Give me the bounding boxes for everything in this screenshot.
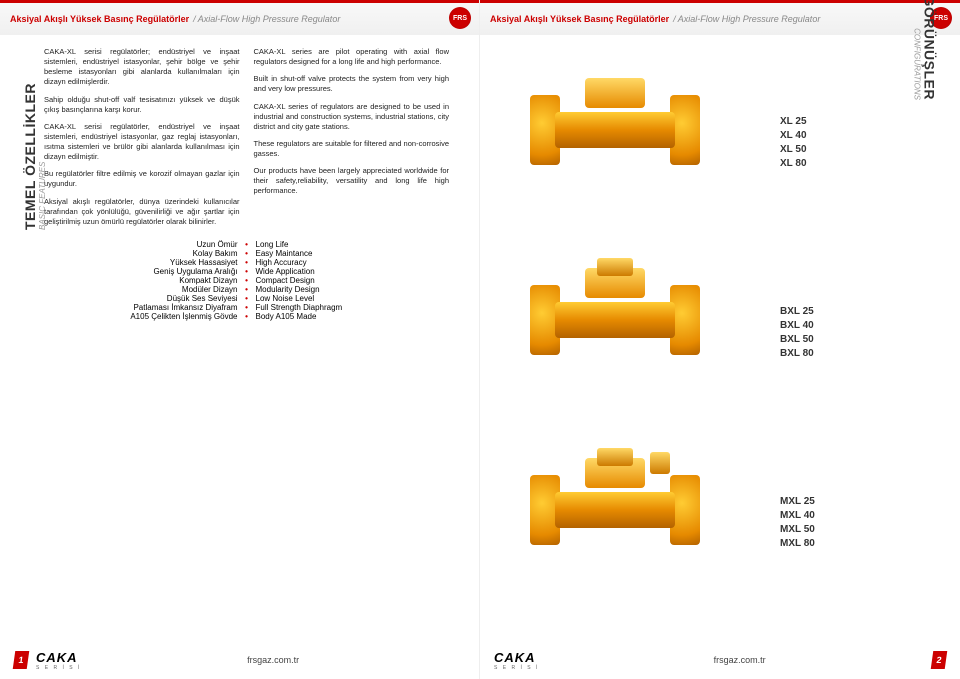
feature-en: Easy Maintance <box>250 249 450 258</box>
en-para-2: Built in shut-off valve protects the sys… <box>254 74 450 94</box>
feature-en: Body A105 Made <box>250 312 450 321</box>
config-mxl-3: MXL 80 <box>780 537 815 551</box>
config-list-mxl: MXL 25 MXL 40 MXL 50 MXL 80 <box>780 495 815 551</box>
feature-row: Geniş Uygulama Aralığı•Wide Application <box>44 267 449 276</box>
feature-tr: Uzun Ömür <box>44 240 244 249</box>
feature-en: Low Noise Level <box>250 294 450 303</box>
feature-row: Uzun Ömür•Long Life <box>44 240 449 249</box>
footer-brand-sub: S E R İ S İ <box>36 665 81 671</box>
config-bxl-0: BXL 25 <box>780 305 814 319</box>
config-list-xl: XL 25 XL 40 XL 50 XL 80 <box>780 115 807 171</box>
header-title-en-r: / Axial-Flow High Pressure Regulator <box>673 14 820 24</box>
page-spread: Aksiyal Akışlı Yüksek Basınç Regülatörle… <box>0 0 960 679</box>
header-left: Aksiyal Akışlı Yüksek Basınç Regülatörle… <box>0 0 479 35</box>
config-xl-0: XL 25 <box>780 115 807 129</box>
footer-url-r: frsgaz.com.tr <box>714 655 766 665</box>
footer-right: CAKA S E R İ S İ frsgaz.com.tr 2 <box>480 647 960 673</box>
brand-logo-icon: FRS <box>449 7 471 29</box>
feature-en: High Accuracy <box>250 258 450 267</box>
config-xl-2: XL 50 <box>780 143 807 157</box>
header-title-en: / Axial-Flow High Pressure Regulator <box>193 14 340 24</box>
feature-tr: Yüksek Hassasiyet <box>44 258 244 267</box>
feature-en: Modularity Design <box>250 285 450 294</box>
config-mxl-1: MXL 40 <box>780 509 815 523</box>
feature-tr: Modüler Dizayn <box>44 285 244 294</box>
page-number-1: 1 <box>13 651 30 669</box>
feature-tr: Kompakt Dizayn <box>44 276 244 285</box>
en-para-1: CAKA-XL series are pilot operating with … <box>254 47 450 67</box>
config-list-bxl: BXL 25 BXL 40 BXL 50 BXL 80 <box>780 305 814 361</box>
header-title-tr-r: Aksiyal Akışlı Yüksek Basınç Regülatörle… <box>490 14 669 24</box>
side-label-main: TEMEL ÖZELLİKLER <box>22 83 38 230</box>
valve-image-bxl <box>530 280 700 360</box>
feature-en: Full Strength Diaphragm <box>250 303 450 312</box>
tr-para-5: Aksiyal akışlı regülatörler, dünya üzeri… <box>44 197 240 227</box>
feature-tr: Kolay Bakım <box>44 249 244 258</box>
side-label-right: GÖRÜNÜŞLER CONFIGURATIONS <box>913 0 938 100</box>
feature-en: Compact Design <box>250 276 450 285</box>
feature-tr: Geniş Uygulama Aralığı <box>44 267 244 276</box>
footer-brand-block-r: CAKA S E R İ S İ <box>494 650 539 671</box>
column-turkish: CAKA-XL serisi regülatörler; endüstriyel… <box>44 47 240 234</box>
tr-para-3: CAKA-XL serisi regülatörler, endüstriyel… <box>44 122 240 163</box>
en-para-3: CAKA-XL series of regulators are designe… <box>254 102 450 132</box>
footer-left: 1 CAKA S E R İ S İ frsgaz.com.tr <box>0 647 479 673</box>
footer-brand-block: CAKA S E R İ S İ <box>36 650 81 671</box>
config-bxl-1: BXL 40 <box>780 319 814 333</box>
feature-row: Düşük Ses Seviyesi•Low Noise Level <box>44 294 449 303</box>
config-xl-1: XL 40 <box>780 129 807 143</box>
tr-para-4: Bu regülatörler filtre edilmiş ve korozi… <box>44 169 240 189</box>
feature-row: Kompakt Dizayn•Compact Design <box>44 276 449 285</box>
feature-list: Uzun Ömür•Long LifeKolay Bakım•Easy Main… <box>0 234 479 321</box>
tr-para-1: CAKA-XL serisi regülatörler; endüstriyel… <box>44 47 240 88</box>
column-english: CAKA-XL series are pilot operating with … <box>254 47 450 234</box>
header-right: Aksiyal Akışlı Yüksek Basınç Regülatörle… <box>480 0 960 35</box>
feature-en: Long Life <box>250 240 450 249</box>
config-bxl-2: BXL 50 <box>780 333 814 347</box>
content-columns: CAKA-XL serisi regülatörler; endüstriyel… <box>0 35 479 234</box>
page-number-2: 2 <box>931 651 948 669</box>
side-label-left: TEMEL ÖZELLİKLER BASIC FEATURES <box>22 83 47 230</box>
footer-brand-r: CAKA <box>494 650 539 665</box>
footer-brand: CAKA <box>36 650 81 665</box>
side-label-main-r: GÖRÜNÜŞLER <box>922 0 938 100</box>
config-xl-3: XL 80 <box>780 157 807 171</box>
footer-brand-sub-r: S E R İ S İ <box>494 665 539 671</box>
config-mxl-2: MXL 50 <box>780 523 815 537</box>
config-mxl-0: MXL 25 <box>780 495 815 509</box>
side-label-sub: BASIC FEATURES <box>38 83 47 230</box>
feature-row: Yüksek Hassasiyet•High Accuracy <box>44 258 449 267</box>
config-bxl-3: BXL 80 <box>780 347 814 361</box>
valve-image-mxl <box>530 470 700 550</box>
feature-en: Wide Application <box>250 267 450 276</box>
feature-tr: A105 Çelikten İşlenmiş Gövde <box>44 312 244 321</box>
valve-image-xl <box>530 90 700 170</box>
tr-para-2: Sahip olduğu shut-off valf tesisatınızı … <box>44 95 240 115</box>
feature-row: A105 Çelikten İşlenmiş Gövde•Body A105 M… <box>44 312 449 321</box>
en-para-5: Our products have been largely appreciat… <box>254 166 450 196</box>
feature-row: Patlaması İmkansız Diyafram•Full Strengt… <box>44 303 449 312</box>
feature-row: Modüler Dizayn•Modularity Design <box>44 285 449 294</box>
page-2: Aksiyal Akışlı Yüksek Basınç Regülatörle… <box>480 0 960 679</box>
header-title-tr: Aksiyal Akışlı Yüksek Basınç Regülatörle… <box>10 14 189 24</box>
feature-row: Kolay Bakım•Easy Maintance <box>44 249 449 258</box>
en-para-4: These regulators are suitable for filter… <box>254 139 450 159</box>
page-1: Aksiyal Akışlı Yüksek Basınç Regülatörle… <box>0 0 480 679</box>
feature-tr: Düşük Ses Seviyesi <box>44 294 244 303</box>
feature-tr: Patlaması İmkansız Diyafram <box>44 303 244 312</box>
footer-url: frsgaz.com.tr <box>247 655 299 665</box>
